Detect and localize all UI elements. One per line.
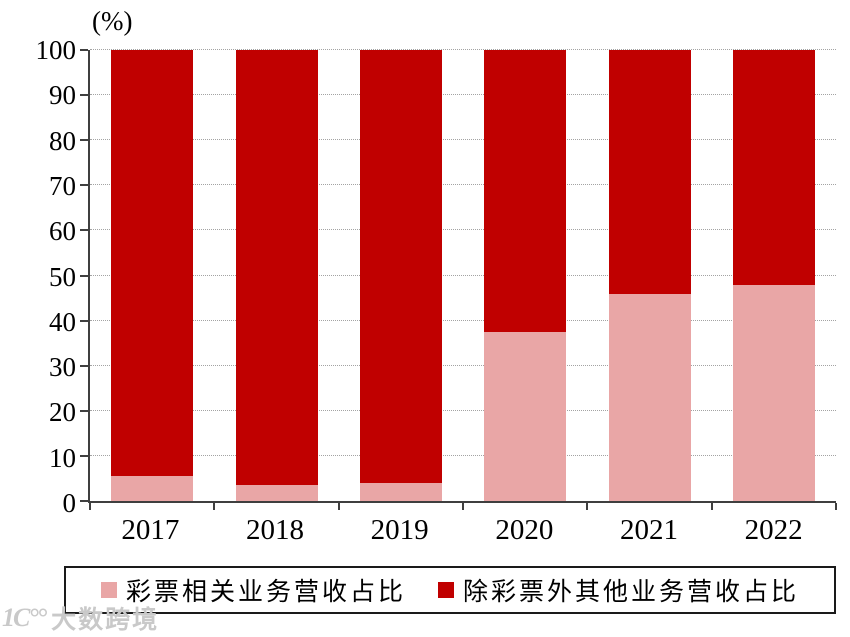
gridline-90 bbox=[90, 94, 836, 96]
y-tick-label-100: 100 bbox=[35, 35, 77, 65]
y-tickmark-50 bbox=[80, 274, 88, 277]
gridline-60 bbox=[90, 229, 836, 231]
x-tick-label-2020: 2020 bbox=[495, 514, 554, 546]
x-tickmark-0 bbox=[89, 503, 91, 510]
y-tickmark-90 bbox=[80, 94, 88, 97]
x-tick-label-2022: 2022 bbox=[744, 514, 803, 546]
x-tickmark-5 bbox=[710, 503, 713, 510]
legend-item-0: 彩票相关业务营收占比 bbox=[100, 572, 406, 608]
y-tick-label-0: 0 bbox=[62, 488, 77, 518]
bars-layer bbox=[90, 50, 836, 501]
bar-2020 bbox=[484, 50, 567, 501]
gridline-10 bbox=[90, 454, 836, 456]
bar-2019-segment-1 bbox=[359, 50, 442, 483]
y-tick-label-10: 10 bbox=[49, 442, 76, 473]
y-tick-label-80: 80 bbox=[49, 125, 76, 156]
watermark: 1C°° 大数跨境 bbox=[2, 600, 159, 636]
plot-area bbox=[80, 49, 837, 510]
bar-2017-segment-1 bbox=[111, 50, 194, 477]
y-tick-label-90: 90 bbox=[49, 80, 76, 111]
y-tickmark-100 bbox=[80, 49, 88, 51]
x-tickmark-4 bbox=[586, 503, 589, 510]
x-tick-label-2018: 2018 bbox=[246, 514, 304, 546]
bar-2021-segment-0 bbox=[608, 293, 691, 501]
y-tickmark-80 bbox=[80, 139, 88, 142]
y-tick-label-40: 40 bbox=[49, 306, 76, 337]
x-tickmark-6 bbox=[835, 503, 837, 510]
x-tickmark-2 bbox=[337, 503, 340, 510]
legend-swatch-0 bbox=[100, 582, 117, 598]
gridline-50 bbox=[90, 274, 836, 276]
x-tick-label-2019: 2019 bbox=[370, 514, 429, 546]
x-axis-category-labels: 2017 2018 2019 2020 2021 2022 bbox=[88, 514, 836, 552]
watermark-logo-icon: 1C°° bbox=[2, 603, 47, 632]
bar-2019 bbox=[359, 50, 442, 501]
bar-2019-segment-0 bbox=[359, 482, 442, 501]
bar-2018 bbox=[235, 50, 318, 501]
bar-2021 bbox=[608, 50, 691, 501]
legend-label-0: 彩票相关业务营收占比 bbox=[125, 579, 406, 606]
x-axis-tickmarks bbox=[89, 50, 837, 510]
bar-2022 bbox=[732, 50, 815, 501]
x-tick-label-2021: 2021 bbox=[620, 514, 678, 546]
bar-2018-segment-1 bbox=[235, 50, 318, 486]
y-tickmark-10 bbox=[80, 454, 88, 457]
y-tick-label-50: 50 bbox=[49, 261, 76, 292]
legend-swatch-1 bbox=[438, 582, 454, 598]
bar-2022-segment-0 bbox=[732, 284, 815, 501]
gridline-100 bbox=[90, 49, 836, 50]
y-tickmark-20 bbox=[80, 409, 88, 412]
gridline-20 bbox=[90, 409, 836, 411]
gridline-80 bbox=[90, 139, 836, 141]
y-tickmark-40 bbox=[80, 319, 88, 322]
y-tickmark-70 bbox=[80, 184, 88, 187]
x-tickmark-3 bbox=[462, 503, 464, 510]
bar-2021-segment-1 bbox=[608, 50, 691, 294]
y-tickmark-0 bbox=[80, 500, 88, 502]
watermark-brand-text: 大数跨境 bbox=[51, 607, 160, 634]
y-tick-label-20: 20 bbox=[49, 397, 76, 428]
gridline-30 bbox=[90, 364, 836, 366]
y-axis-tickmarks bbox=[80, 49, 836, 502]
legend-label-1: 除彩票外其他业务营收占比 bbox=[463, 579, 800, 606]
y-tick-label-70: 70 bbox=[49, 170, 76, 201]
bar-2022-segment-1 bbox=[732, 50, 815, 285]
y-tick-label-30: 30 bbox=[49, 352, 76, 383]
gridline-40 bbox=[90, 319, 836, 321]
legend-box: 彩票相关业务营收占比 除彩票外其他业务营收占比 bbox=[64, 566, 836, 614]
y-tickmark-60 bbox=[80, 229, 88, 232]
bar-2020-segment-0 bbox=[484, 331, 567, 501]
y-tickmark-30 bbox=[80, 364, 88, 367]
legend-item-1: 除彩票外其他业务营收占比 bbox=[438, 572, 799, 608]
y-tick-label-60: 60 bbox=[49, 216, 76, 247]
bar-2020-segment-1 bbox=[484, 50, 567, 332]
bar-2018-segment-0 bbox=[235, 485, 318, 501]
x-tick-label-2017: 2017 bbox=[121, 514, 180, 546]
bar-2017 bbox=[111, 50, 194, 501]
bar-2017-segment-0 bbox=[111, 476, 194, 501]
y-axis-tick-labels: 0 10 20 30 40 50 60 70 80 90 100 bbox=[0, 35, 77, 518]
x-tickmark-1 bbox=[213, 503, 216, 510]
gridline-70 bbox=[90, 184, 836, 186]
y-axis-unit-label: (%) bbox=[92, 6, 133, 36]
gridline-layer bbox=[90, 49, 836, 501]
